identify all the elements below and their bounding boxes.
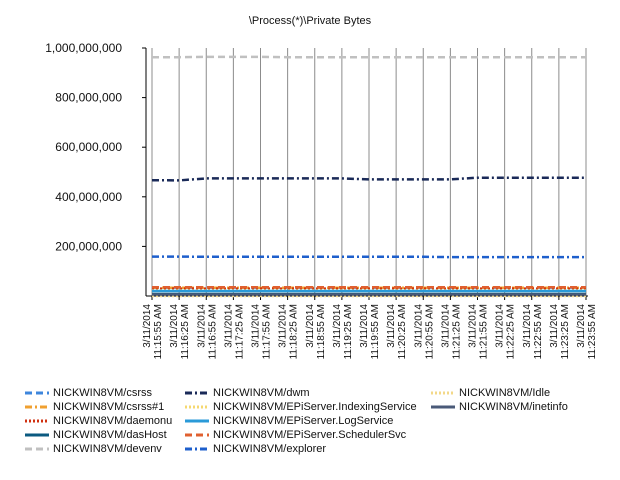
- legend-label: NICKWIN8VM/Idle: [459, 387, 551, 399]
- legend-swatch: [25, 419, 49, 423]
- x-tick-label: 3/11/2014 11:21:25 AM: [440, 304, 462, 360]
- x-tick-label: 3/11/2014 11:20:55 AM: [413, 304, 435, 360]
- legend-label: NICKWIN8VM/csrss: [53, 387, 152, 399]
- x-tick-labels: 3/11/2014 11:15:55 AM 3/11/2014 11:16:25 AM…: [142, 304, 598, 360]
- x-tick-time: 11:21:55 AM: [479, 304, 490, 359]
- x-tick-label: 3/11/2014 11:17:55 AM: [251, 304, 273, 360]
- x-tick-label: 3/11/2014 11:18:55 AM: [305, 304, 327, 360]
- legend-label: NICKWIN8VM/csrss#1: [53, 401, 165, 413]
- x-tick-date: 3/11/2014: [142, 304, 153, 348]
- legend-swatch: [431, 405, 455, 409]
- x-tick-time: 11:19:55 AM: [370, 304, 381, 359]
- x-tick-label: 3/11/2014 11:22:25 AM: [495, 304, 517, 360]
- legend-swatch: [185, 419, 209, 423]
- x-tick-date: 3/11/2014: [576, 304, 587, 348]
- x-tick-date: 3/11/2014: [305, 304, 316, 348]
- series-line: [151, 176, 586, 182]
- y-tick-label: 200,000,000: [55, 239, 122, 253]
- legend-swatch: [185, 447, 209, 451]
- legend-swatch: [185, 391, 209, 395]
- x-tick-label: 3/11/2014 11:20:25 AM: [386, 304, 408, 360]
- x-tick-label: 3/11/2014 11:23:55 AM: [576, 304, 598, 360]
- y-tick-label: 600,000,000: [55, 140, 122, 154]
- x-tick-time: 11:23:25 AM: [560, 304, 571, 359]
- legend-label: NICKWIN8VM/dasHost: [53, 429, 167, 441]
- y-tick-label: 1,000,000,000: [45, 41, 122, 55]
- legend-label: NICKWIN8VM/explorer: [213, 443, 327, 455]
- y-tick-label: 400,000,000: [55, 190, 122, 204]
- x-tick-label: 3/11/2014 11:19:55 AM: [359, 304, 381, 360]
- x-tick-date: 3/11/2014: [413, 304, 424, 348]
- x-tick-label: 3/11/2014 11:21:55 AM: [468, 304, 490, 360]
- legend-swatch: [25, 447, 49, 451]
- x-tick-date: 3/11/2014: [386, 304, 397, 348]
- x-tick-time: 11:19:25 AM: [343, 304, 354, 359]
- x-tick-time: 11:16:25 AM: [180, 304, 191, 359]
- x-tick-label: 3/11/2014 11:19:25 AM: [332, 304, 354, 360]
- x-tick-label: 3/11/2014 11:15:55 AM: [142, 304, 164, 360]
- legend-swatch: [25, 433, 49, 437]
- x-tick-time: 11:17:55 AM: [262, 304, 273, 359]
- x-tick-date: 3/11/2014: [223, 304, 234, 348]
- legend-label: NICKWIN8VM/inetinfo: [459, 401, 568, 413]
- x-tick-date: 3/11/2014: [468, 304, 479, 348]
- legend-label: NICKWIN8VM/EPiServer.LogService: [213, 415, 394, 427]
- y-tick-label: 800,000,000: [55, 91, 122, 105]
- x-tick-label: 3/11/2014 11:23:25 AM: [549, 304, 571, 360]
- legend-label: NICKWIN8VM/dwm: [213, 387, 310, 399]
- axes: [142, 47, 588, 300]
- x-tick-time: 11:18:55 AM: [316, 304, 327, 359]
- x-tick-label: 3/11/2014 11:17:25 AM: [223, 304, 245, 360]
- x-tick-date: 3/11/2014: [440, 304, 451, 348]
- x-tick-date: 3/11/2014: [522, 304, 533, 348]
- x-tick-time: 11:23:55 AM: [587, 304, 598, 359]
- x-tick-time: 11:22:55 AM: [533, 304, 544, 359]
- x-tick-date: 3/11/2014: [251, 304, 262, 348]
- x-tick-date: 3/11/2014: [169, 304, 180, 348]
- x-tick-date: 3/11/2014: [549, 304, 560, 348]
- series-lines: [151, 55, 586, 298]
- x-tick-date: 3/11/2014: [359, 304, 370, 348]
- legend-swatch: [431, 391, 455, 395]
- x-tick-time: 11:16:55 AM: [207, 304, 218, 359]
- legend-label: NICKWIN8VM/EPiServer.SchedulerSvc: [213, 429, 407, 441]
- series-line: [152, 255, 586, 259]
- x-tick-time: 11:21:25 AM: [451, 304, 462, 359]
- x-tick-date: 3/11/2014: [332, 304, 343, 348]
- legend-label: NICKWIN8VM/EPiServer.IndexingService: [213, 401, 417, 413]
- y-tick-labels: 200,000,000 400,000,000 600,000,000 800,000…: [45, 41, 122, 253]
- legend-swatch: [25, 391, 49, 395]
- x-tick-time: 11:18:25 AM: [289, 304, 300, 359]
- x-tick-label: 3/11/2014 11:16:55 AM: [196, 304, 218, 360]
- legend-swatch: [25, 405, 49, 409]
- legend-label: NICKWIN8VM/daemonu: [53, 415, 173, 427]
- x-tick-date: 3/11/2014: [278, 304, 289, 348]
- x-tick-time: 11:22:25 AM: [506, 304, 517, 359]
- x-tick-label: 3/11/2014 11:16:25 AM: [169, 304, 191, 360]
- legend-label: NICKWIN8VM/devenv: [53, 443, 162, 455]
- x-tick-label: 3/11/2014 11:18:25 AM: [278, 304, 300, 360]
- chart-title: \Process(*)\Private Bytes: [249, 15, 372, 27]
- x-tick-label: 3/11/2014 11:22:55 AM: [522, 304, 544, 360]
- x-tick-date: 3/11/2014: [495, 304, 506, 348]
- legend-swatch: [185, 405, 209, 409]
- x-tick-time: 11:15:55 AM: [153, 304, 164, 359]
- x-tick-time: 11:20:25 AM: [397, 304, 408, 359]
- x-tick-time: 11:20:55 AM: [424, 304, 435, 359]
- x-tick-time: 11:17:25 AM: [234, 304, 245, 359]
- legend-swatch: [185, 433, 209, 437]
- x-tick-date: 3/11/2014: [196, 304, 207, 348]
- grid-lines: [151, 48, 587, 296]
